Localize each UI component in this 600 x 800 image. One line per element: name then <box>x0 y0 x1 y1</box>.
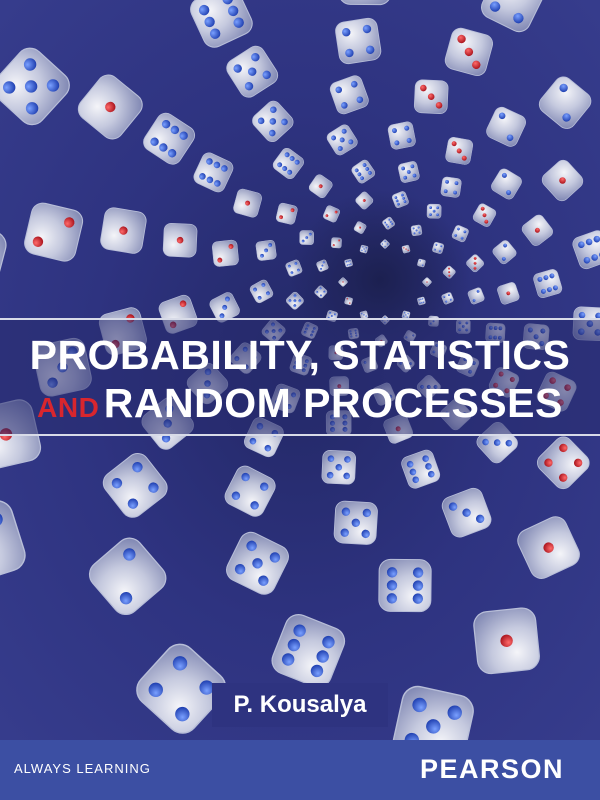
author-name: P. Kousalya <box>233 691 367 718</box>
die-icon <box>326 124 358 156</box>
die-icon <box>102 453 168 518</box>
die-icon <box>143 112 196 165</box>
title-rule-top <box>0 318 600 320</box>
die-icon <box>226 45 279 98</box>
die-icon <box>255 239 277 261</box>
die-icon <box>417 258 426 268</box>
die-icon <box>392 685 474 740</box>
die-icon <box>572 230 600 270</box>
die-icon <box>378 558 432 613</box>
die-icon <box>351 159 376 184</box>
die-icon <box>330 237 342 249</box>
die-icon <box>329 75 369 115</box>
die-icon <box>387 121 416 150</box>
die-icon <box>88 537 167 616</box>
die-icon <box>252 100 294 143</box>
die-icon <box>323 205 340 223</box>
die-icon <box>382 216 395 230</box>
die-icon <box>355 191 374 210</box>
die-icon <box>422 277 432 287</box>
die-icon <box>335 17 382 65</box>
die-icon <box>190 0 253 48</box>
die-icon <box>344 296 353 306</box>
die-icon <box>193 152 234 193</box>
die-icon <box>344 258 353 268</box>
die-icon <box>286 291 304 310</box>
die-icon <box>136 643 227 734</box>
die-icon <box>353 221 367 234</box>
die-icon <box>441 487 492 538</box>
die-icon <box>271 613 346 688</box>
die-icon <box>77 74 143 140</box>
die-icon <box>391 191 409 209</box>
die-icon <box>521 214 553 246</box>
die-icon <box>359 244 369 254</box>
die-icon <box>249 279 274 304</box>
die-icon <box>211 239 239 267</box>
die-icon <box>466 254 484 273</box>
die-icon <box>440 176 462 198</box>
die-icon <box>380 239 390 249</box>
die-icon <box>492 240 517 265</box>
author-plate <box>212 683 388 727</box>
title-line-2: AND RANDOM PROCESSES <box>0 380 600 436</box>
die-icon <box>299 230 315 245</box>
die-icon <box>481 0 544 33</box>
die-icon <box>451 225 469 243</box>
die-icon <box>359 310 369 320</box>
die-icon <box>338 0 392 6</box>
title-band <box>0 318 600 436</box>
die-icon <box>533 269 563 299</box>
die-icon <box>272 147 304 180</box>
title-rule-bottom <box>0 434 600 436</box>
title-line-2-text: RANDOM PROCESSES <box>103 380 563 426</box>
die-icon <box>226 531 289 595</box>
die-icon <box>517 516 580 579</box>
tagline: ALWAYS LEARNING <box>14 761 151 776</box>
die-icon <box>321 450 357 485</box>
title-line-1: PROBABILITY, STATISTICS <box>29 332 571 378</box>
die-icon <box>417 296 426 306</box>
publisher-footer: ALWAYS LEARNING PEARSON <box>0 740 600 800</box>
die-icon <box>441 292 454 305</box>
die-icon <box>338 277 348 287</box>
die-icon <box>444 27 494 77</box>
die-icon <box>308 174 333 199</box>
die-icon <box>100 207 147 254</box>
die-icon <box>314 285 328 299</box>
die-icon <box>413 79 449 114</box>
die-icon <box>275 202 298 225</box>
die-icon <box>162 222 198 258</box>
die-icon <box>401 449 441 489</box>
die-icon <box>538 76 592 129</box>
die-icon <box>397 161 420 183</box>
die-icon <box>432 241 445 254</box>
die-icon <box>472 203 497 227</box>
die-icon <box>233 188 262 218</box>
publisher-logo: PEARSON <box>419 754 564 784</box>
die-icon <box>467 287 485 305</box>
die-icon <box>24 202 84 262</box>
die-icon <box>426 203 442 219</box>
die-icon <box>0 47 70 126</box>
die-icon <box>0 222 7 294</box>
die-icon <box>442 265 456 279</box>
title-and-word: AND <box>37 392 100 423</box>
die-icon <box>401 244 411 254</box>
die-icon <box>541 159 584 202</box>
die-icon <box>316 259 329 272</box>
die-icon <box>491 168 522 200</box>
die-icon <box>497 282 520 305</box>
die-icon <box>285 259 303 277</box>
die-icon <box>537 436 590 490</box>
die-icon <box>486 106 526 147</box>
die-icon <box>445 137 474 165</box>
die-icon <box>410 224 423 237</box>
die-icon <box>333 500 378 545</box>
die-icon <box>473 607 540 675</box>
die-icon <box>0 500 26 584</box>
die-icon <box>224 465 276 517</box>
